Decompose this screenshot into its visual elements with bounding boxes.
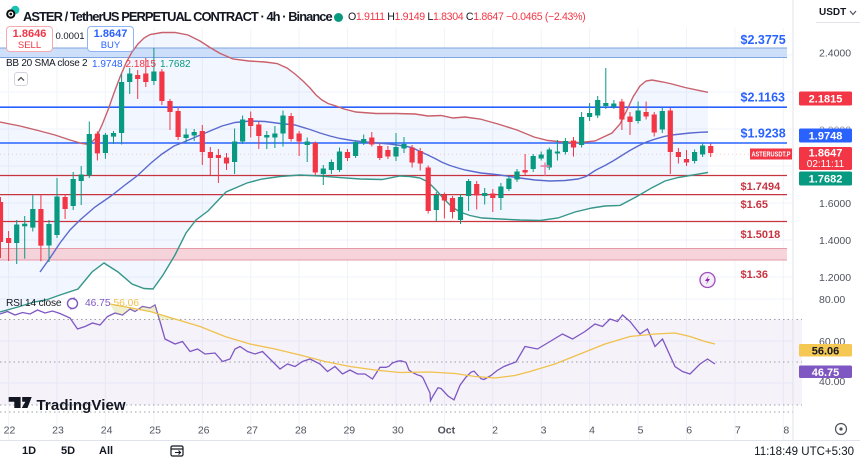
svg-text:30: 30 — [392, 425, 404, 437]
svg-text:25: 25 — [149, 425, 161, 437]
svg-text:$1.9238: $1.9238 — [741, 127, 786, 141]
svg-text:80.00: 80.00 — [819, 294, 845, 306]
svg-text:1.2000: 1.2000 — [819, 272, 851, 284]
svg-text:29: 29 — [343, 425, 355, 437]
svg-text:8: 8 — [783, 425, 789, 437]
svg-text:5: 5 — [638, 425, 644, 437]
svg-text:4: 4 — [589, 425, 595, 437]
svg-text:$1.36: $1.36 — [741, 269, 769, 281]
svg-text:23: 23 — [52, 425, 64, 437]
svg-text:7: 7 — [735, 425, 741, 437]
svg-text:40.00: 40.00 — [819, 376, 845, 388]
svg-text:$2.1163: $2.1163 — [741, 91, 786, 105]
svg-text:46.75: 46.75 — [812, 367, 840, 379]
svg-text:2.4000: 2.4000 — [819, 48, 851, 60]
svg-text:27: 27 — [246, 425, 258, 437]
svg-text:22: 22 — [4, 425, 16, 437]
svg-text:$1.5018: $1.5018 — [741, 229, 781, 241]
svg-text:1.6000: 1.6000 — [819, 198, 851, 210]
svg-text:Oct: Oct — [438, 425, 456, 437]
svg-text:1.9748: 1.9748 — [809, 131, 843, 143]
svg-text:2.1815: 2.1815 — [809, 94, 843, 106]
svg-text:$1.65: $1.65 — [741, 199, 769, 211]
svg-text:ASTERUSDT.P: ASTERUSDT.P — [752, 150, 791, 159]
svg-text:$1.7494: $1.7494 — [741, 181, 782, 193]
svg-text:6: 6 — [686, 425, 692, 437]
svg-text:02:11:11: 02:11:11 — [807, 159, 845, 170]
svg-text:2: 2 — [492, 425, 498, 437]
svg-text:26: 26 — [198, 425, 210, 437]
svg-text:24: 24 — [101, 425, 113, 437]
svg-text:1.7682: 1.7682 — [809, 174, 843, 186]
svg-text:56.06: 56.06 — [812, 345, 840, 357]
svg-text:1.4000: 1.4000 — [819, 235, 851, 247]
svg-text:3: 3 — [541, 425, 547, 437]
svg-text:$2.3775: $2.3775 — [741, 33, 786, 47]
svg-text:28: 28 — [295, 425, 307, 437]
svg-text:1.8647: 1.8647 — [809, 148, 843, 160]
